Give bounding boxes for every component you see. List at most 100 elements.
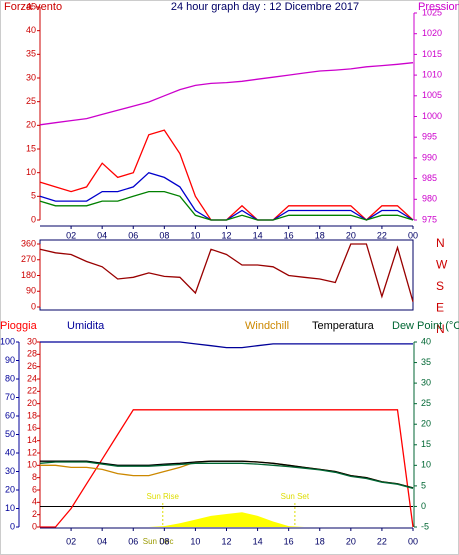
x-tick-label: 00	[408, 230, 418, 240]
y-tick-label: 1005	[422, 90, 442, 100]
x-tick-label: 20	[346, 230, 356, 240]
y-tick-label: 0	[10, 521, 15, 531]
x-tick-label: 10	[190, 230, 200, 240]
y-tick-label: 0	[31, 214, 36, 224]
series-line	[40, 460, 414, 489]
x-tick-label: 14	[253, 230, 263, 240]
y-tick-label: 990	[422, 152, 437, 162]
series-line	[40, 460, 414, 489]
y-tick-label: 90	[26, 286, 36, 296]
y-tick-label: 1020	[422, 28, 442, 38]
y-tick-label: 40	[5, 447, 15, 457]
series-line	[40, 341, 413, 349]
y-tick-label: 1010	[422, 69, 442, 79]
y-tick-label: -5	[421, 521, 429, 531]
y-tick-label: 30	[26, 72, 36, 82]
y-tick-label: 0	[421, 501, 426, 511]
x-tick-label: 08	[159, 536, 169, 546]
y-tick-label: 1015	[422, 49, 442, 59]
series-line	[39, 461, 414, 490]
y-tick-label: 985	[422, 173, 437, 183]
direction-label: E	[436, 301, 444, 315]
legend-entry: Pioggia	[0, 320, 38, 332]
y-tick-label: 100	[0, 336, 15, 346]
y-tick-label: 1000	[422, 111, 442, 121]
series-line	[39, 190, 414, 221]
direction-label: W	[436, 258, 448, 272]
x-tick-label: 18	[315, 536, 325, 546]
y-tick-label: 24	[27, 373, 37, 383]
y-tick-label: 40	[26, 25, 36, 35]
y-tick-label: 10	[27, 460, 37, 470]
legend-entry: Windchill	[245, 320, 289, 332]
x-tick-label: 12	[221, 230, 231, 240]
solar-area	[40, 512, 413, 527]
y-tick-label: 10	[5, 503, 15, 513]
y-tick-label: 26	[27, 361, 37, 371]
y-tick-label: 270	[21, 254, 36, 264]
annotation: Sun Rise	[147, 492, 180, 501]
y-tick-label: 12	[27, 447, 37, 457]
y-tick-label: 6	[32, 484, 37, 494]
y-tick-label: 16	[27, 423, 37, 433]
y-tick-label: 0	[31, 301, 36, 311]
y-tick-label: 180	[21, 270, 36, 280]
series-line	[40, 409, 414, 528]
series-line	[39, 171, 414, 221]
x-tick-label: 06	[128, 536, 138, 546]
y-tick-label: 20	[5, 484, 15, 494]
y-tick-label: 4	[32, 497, 37, 507]
x-tick-label: 20	[346, 536, 356, 546]
x-tick-label: 14	[253, 536, 263, 546]
y-tick-label: 10	[421, 460, 431, 470]
y-tick-label: 35	[26, 49, 36, 59]
y-tick-label: 5	[421, 480, 426, 490]
x-tick-label: 02	[66, 230, 76, 240]
y-tick-label: 15	[421, 439, 431, 449]
chart-title: 24 hour graph day : 12 Dicembre 2017	[171, 1, 359, 13]
x-tick-label: 22	[377, 230, 387, 240]
y-tick-label: 8	[32, 472, 37, 482]
y-tick-label: 45	[26, 1, 36, 11]
x-tick-label: 22	[377, 536, 387, 546]
series-line	[39, 243, 414, 302]
y-tick-label: 90	[5, 355, 15, 365]
y-tick-label: 975	[422, 214, 437, 224]
annotation: Sun Dec	[143, 537, 174, 546]
direction-label: S	[436, 279, 444, 293]
y-tick-label: 1025	[422, 7, 442, 17]
y-tick-label: 25	[421, 398, 431, 408]
x-tick-label: 10	[190, 536, 200, 546]
y-tick-label: 40	[421, 336, 431, 346]
x-tick-label: 04	[97, 536, 107, 546]
legend-entry: Temperatura	[312, 320, 375, 332]
y-tick-label: 980	[422, 194, 437, 204]
x-tick-label: 16	[284, 536, 294, 546]
series-line	[39, 62, 414, 126]
x-tick-label: 12	[221, 536, 231, 546]
y-tick-label: 70	[5, 392, 15, 402]
y-tick-label: 30	[5, 466, 15, 476]
x-tick-label: 06	[128, 230, 138, 240]
y-tick-label: 360	[21, 238, 36, 248]
y-tick-label: 60	[5, 410, 15, 420]
y-tick-label: 50	[5, 429, 15, 439]
y-tick-label: 995	[422, 132, 437, 142]
y-tick-label: 15	[26, 143, 36, 153]
y-tick-label: 5	[31, 191, 36, 201]
y-tick-label: 35	[421, 357, 431, 367]
y-tick-label: 28	[27, 349, 37, 359]
direction-label: N	[436, 236, 445, 250]
annotation: Sun Set	[281, 492, 310, 501]
y-tick-label: 2	[32, 509, 37, 519]
y-tick-label: 0	[32, 521, 37, 531]
y-tick-label: 25	[26, 96, 36, 106]
y-tick-label: 22	[27, 386, 37, 396]
y-tick-label: 30	[421, 377, 431, 387]
y-tick-label: 20	[27, 398, 37, 408]
x-tick-label: 04	[97, 230, 107, 240]
pressure-label: Pressione	[418, 1, 459, 13]
series-line	[39, 129, 414, 221]
